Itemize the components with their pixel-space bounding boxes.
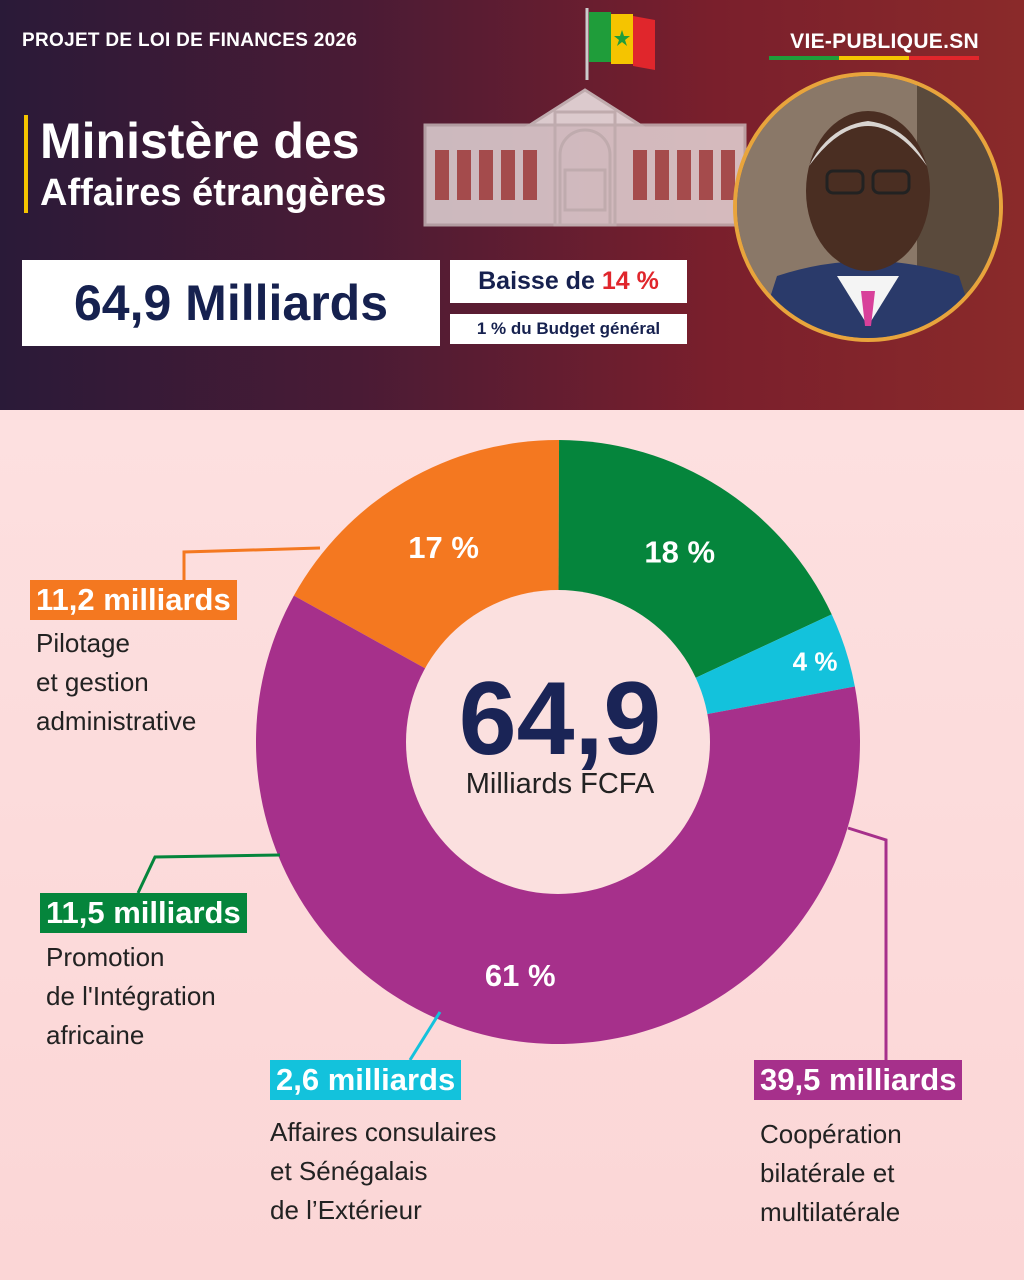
ministry-title-line2: Affaires étrangères: [40, 172, 387, 214]
budget-amount: 64,9 Milliards: [22, 260, 440, 346]
percent-label-pilotage: 17 %: [408, 530, 479, 565]
site-name[interactable]: VIE-PUBLIQUE.SN: [790, 30, 979, 53]
leader-line-integration: [136, 853, 281, 894]
budget-change-label: Baisse de: [478, 267, 595, 295]
ministry-title-line1: Ministère des: [40, 113, 360, 169]
donut-hole: [406, 590, 710, 894]
presidential-palace-icon: [423, 88, 747, 227]
description-integration: Promotion de l'Intégration africaine: [46, 942, 216, 1050]
minister-portrait: [733, 72, 1003, 342]
chart-total-unit: Milliards FCFA: [465, 768, 655, 800]
flag-color-underline: [769, 56, 979, 60]
percent-label-integration: 18 %: [644, 535, 715, 570]
amount-label-pilotage: 11,2 milliards: [30, 580, 237, 620]
amount-label-cooperation: 39,5 milliards: [754, 1060, 963, 1100]
leader-line-cooperation: [847, 826, 888, 1060]
amount-label-integration: 11,5 milliards: [40, 893, 247, 933]
chart-total: 64,9: [458, 661, 662, 777]
title-accent-bar: [24, 115, 28, 213]
description-pilotage: Pilotage et gestion administrative: [36, 628, 197, 736]
budget-kicker: PROJET DE LOI DE FINANCES 2026: [22, 30, 358, 51]
budget-share: 1 % du Budget général: [450, 314, 687, 344]
leader-line-pilotage: [182, 546, 321, 580]
leader-line-consulaires: [408, 1011, 442, 1061]
description-consulaires: Affaires consulaires et Sénégalais de l’…: [270, 1117, 497, 1225]
percent-label-cooperation: 61 %: [485, 958, 556, 993]
budget-change-value: 14 %: [601, 267, 659, 295]
description-cooperation: Coopération bilatérale et multilatérale: [760, 1119, 902, 1227]
senegal-flag-icon: [585, 8, 655, 80]
header-banner: PROJET DE LOI DE FINANCES 2026 VIE-PUBLI…: [0, 0, 1024, 410]
percent-label-consulaires: 4 %: [793, 646, 838, 676]
budget-change-badge: Baisse de 14 %: [450, 260, 687, 303]
amount-label-consulaires: 2,6 milliards: [270, 1060, 462, 1100]
